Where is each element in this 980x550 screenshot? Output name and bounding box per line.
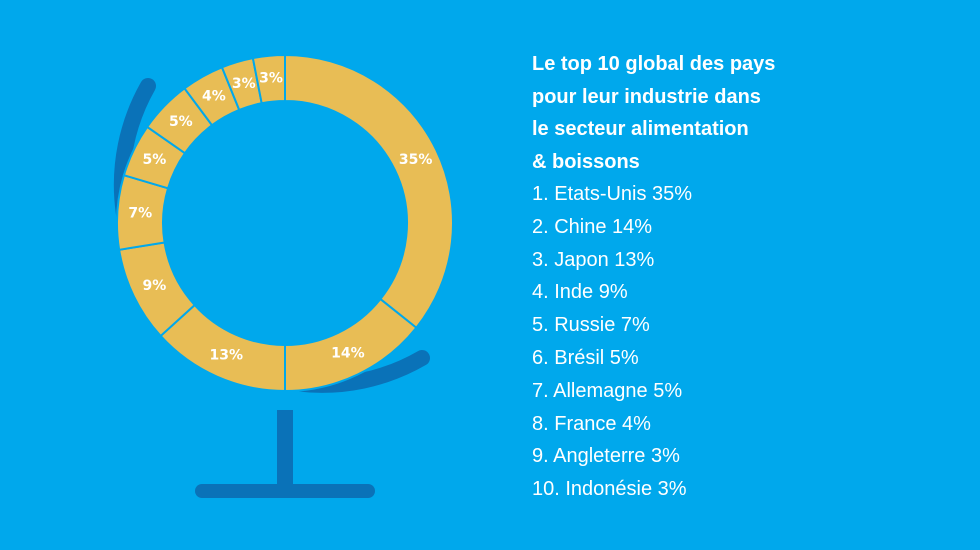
slice-label-9: 3% bbox=[232, 76, 256, 92]
legend-item-9: 9. Angleterre 3% bbox=[532, 445, 680, 468]
legend-title-line-2: pour leur industrie dans bbox=[532, 85, 761, 108]
legend-item-10: 10. Indonésie 3% bbox=[532, 478, 687, 501]
legend-item-6: 6. Brésil 5% bbox=[532, 346, 639, 369]
legend-item-7: 7. Allemagne 5% bbox=[532, 379, 683, 402]
legend-item-1: 1. Etats-Unis 35% bbox=[532, 183, 693, 205]
slice-label-2: 14% bbox=[331, 346, 365, 362]
legend-item-2: 2. Chine 14% bbox=[532, 215, 653, 238]
donut-slice-10 bbox=[251, 53, 286, 105]
legend-item-5: 5. Russie 7% bbox=[532, 314, 650, 337]
slice-label-5: 7% bbox=[128, 206, 152, 222]
legend-item-8: 8. France 4% bbox=[532, 412, 651, 435]
donut-labels: 35% 14% 13% 9% 7% 5% 5% 4% 3% 3% bbox=[128, 71, 432, 364]
slice-label-3: 13% bbox=[210, 348, 244, 364]
legend-item-4: 4. Inde 9% bbox=[532, 281, 628, 304]
slice-label-10: 3% bbox=[259, 71, 283, 87]
legend-item-3: 3. Japon 13% bbox=[532, 248, 655, 271]
legend-title-line-4: & boissons bbox=[532, 150, 640, 173]
donut-slice-1 bbox=[284, 53, 454, 330]
slice-label-8: 4% bbox=[202, 89, 226, 105]
legend-panel: Le top 10 global des pays pour leur indu… bbox=[532, 48, 952, 506]
legend-title-line-1: Le top 10 global des pays bbox=[532, 53, 776, 75]
slice-label-6: 5% bbox=[142, 152, 166, 168]
slice-label-4: 9% bbox=[142, 278, 166, 294]
donut-slices bbox=[116, 53, 454, 393]
slice-label-1: 35% bbox=[399, 152, 433, 168]
legend-title-line-3: le secteur alimentation bbox=[532, 118, 749, 140]
slice-label-7: 5% bbox=[169, 114, 193, 130]
